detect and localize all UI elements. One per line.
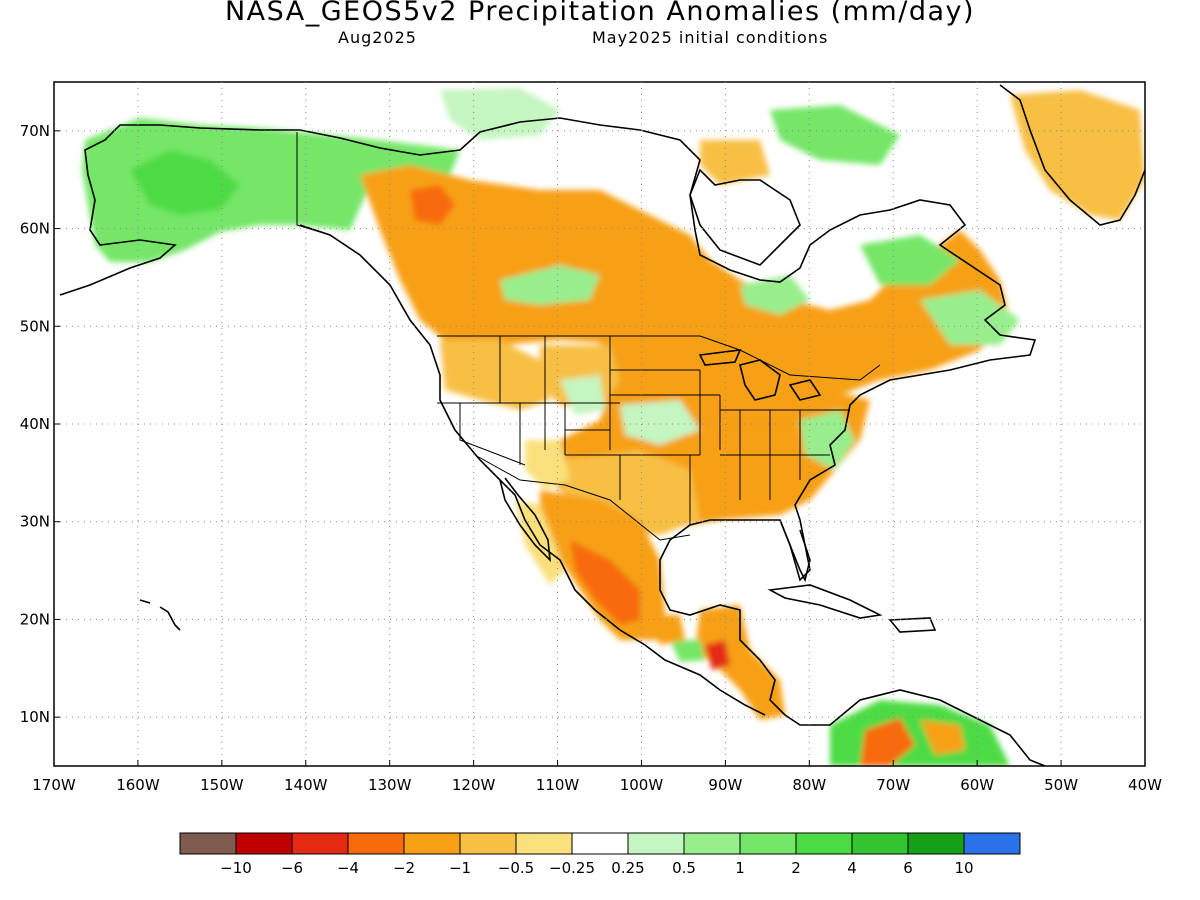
greenland-dry-region: [1010, 90, 1145, 220]
colorbar-label: −2: [393, 859, 415, 877]
hispaniola-coast: [890, 618, 935, 632]
lat-tick-label: 50N: [20, 317, 50, 335]
lon-tick-label: 150W: [200, 776, 244, 794]
hudson-bay: [690, 170, 800, 265]
colorbar-label: −1: [449, 859, 471, 877]
colorbar-swatch: [684, 833, 740, 854]
lat-tick-label: 30N: [20, 513, 50, 531]
lat-tick-label: 10N: [20, 708, 50, 726]
lon-tick-label: 170W: [32, 776, 76, 794]
longitude-labels: 170W 160W 150W 140W 130W 120W 110W 100W 90W 80W 70…: [32, 776, 1162, 794]
colorbar-swatch: [852, 833, 908, 854]
colorbar-swatch: [572, 833, 628, 854]
colorbar-swatch: [292, 833, 348, 854]
latitude-labels: 10N 20N 30N 40N 50N 60N 70N: [20, 122, 50, 726]
colorbar-label: 6: [903, 859, 913, 877]
colorbar-label: 4: [847, 859, 857, 877]
colorbar-label: −4: [337, 859, 359, 877]
lon-tick-label: 90W: [708, 776, 742, 794]
lon-tick-label: 100W: [620, 776, 664, 794]
lon-tick-label: 70W: [876, 776, 910, 794]
colorbar-label: −10: [220, 859, 252, 877]
colorbar-swatch: [740, 833, 796, 854]
lon-tick-label: 110W: [536, 776, 580, 794]
colorbar-swatch: [908, 833, 964, 854]
colorbar-swatch: [516, 833, 572, 854]
colorbar-swatch: [348, 833, 404, 854]
lon-tick-label: 60W: [960, 776, 994, 794]
colorbar-swatch: [628, 833, 684, 854]
lat-tick-label: 20N: [20, 610, 50, 628]
lon-tick-label: 140W: [284, 776, 328, 794]
colorbar-label: −0.25: [549, 859, 595, 877]
baffin-wet-patch: [770, 105, 900, 165]
colorbar-swatch: [796, 833, 852, 854]
rockies-wet: [560, 375, 605, 415]
arctic-dry-patch: [700, 140, 770, 185]
colorbar-swatch: [236, 833, 292, 854]
caribbean-dry: [650, 615, 685, 645]
colorbar-label: 1: [735, 859, 745, 877]
colorbar-label: 2: [791, 859, 801, 877]
lon-tick-label: 80W: [792, 776, 826, 794]
colorbar-swatch: [180, 833, 236, 854]
central-america-wet: [670, 640, 705, 662]
anomaly-shading: [82, 88, 1145, 766]
cuba-coast: [770, 585, 880, 618]
lon-tick-label: 50W: [1044, 776, 1078, 794]
precipitation-map: 170W 160W 150W 140W 130W 120W 110W 100W 90W 80W 70…: [0, 0, 1200, 900]
colorbar-swatch: [460, 833, 516, 854]
lat-tick-label: 70N: [20, 122, 50, 140]
pacific-nw-dry: [440, 340, 550, 410]
lon-tick-label: 120W: [452, 776, 496, 794]
arctic-wet-patch: [440, 88, 560, 140]
colorbar-swatch: [404, 833, 460, 854]
colorbar-label: −6: [281, 859, 303, 877]
lon-tick-label: 160W: [116, 776, 160, 794]
lat-tick-label: 40N: [20, 415, 50, 433]
colorbar-label: 0.25: [611, 859, 644, 877]
lon-tick-label: 130W: [368, 776, 412, 794]
colorbar-swatch: [964, 833, 1020, 854]
lon-tick-label: 40W: [1128, 776, 1162, 794]
colorbar-label: −0.5: [498, 859, 534, 877]
lat-tick-label: 60N: [20, 220, 50, 238]
colorbar-label: 0.5: [672, 859, 696, 877]
south-america-wet: [830, 700, 1010, 766]
colorbar-label: 10: [954, 859, 973, 877]
colorbar: −10 −6 −4 −2 −1 −0.5 −0.25 0.25 0.5 1 2 4 6 10: [180, 833, 1020, 877]
hawaii: [140, 600, 180, 630]
